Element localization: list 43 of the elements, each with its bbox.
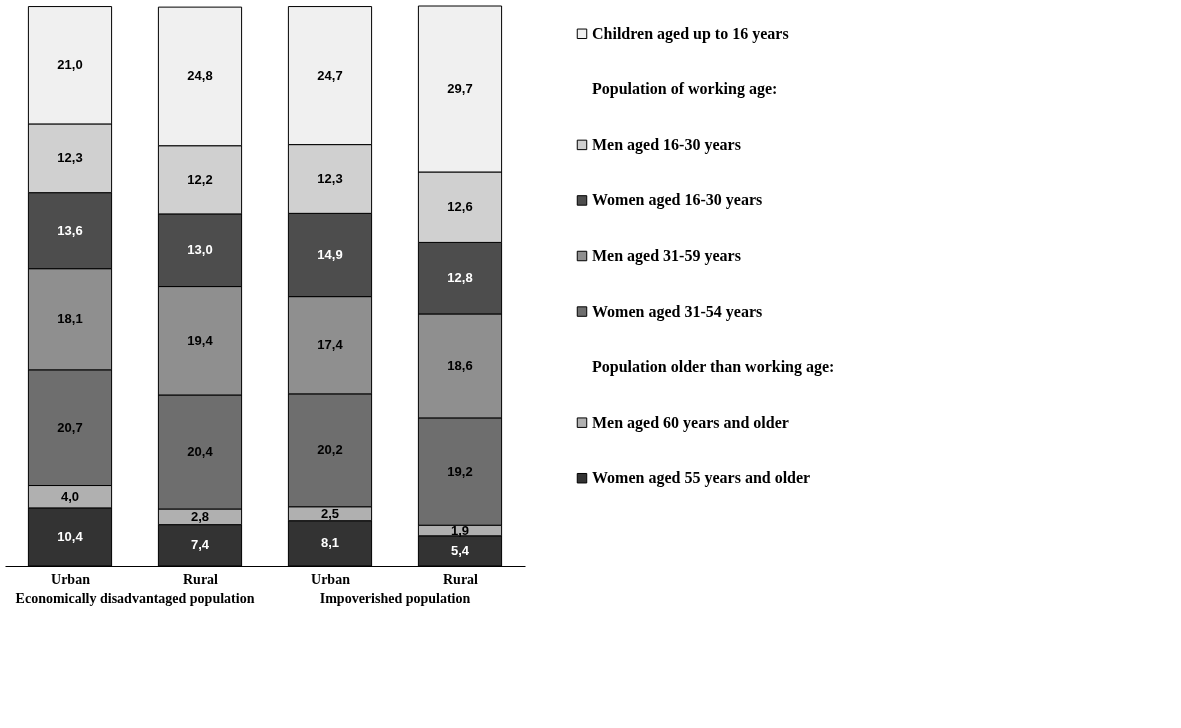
text: Economically disadvantaged population [15,591,255,606]
data-label: 14,9 [317,246,343,262]
legend-label: Women aged 55 years and older [592,469,811,488]
legend-label: Children aged up to 16 years [592,24,789,43]
text: Population of working age: [592,80,778,99]
data-label: 12,3 [317,170,343,186]
data-label: 29,7 [447,80,473,96]
data-label: 12,6 [447,199,473,215]
legend-label: Men aged 31-59 years [592,247,741,265]
data-label: 24,7 [317,67,343,83]
data-label: 20,2 [317,442,343,458]
data-label: 10,4 [57,528,84,544]
data-label: 18,1 [57,311,83,327]
data-label: 17,4 [317,337,344,353]
data-label: 24,8 [187,68,213,84]
data-label: 12,2 [187,171,213,187]
data-label: 21,0 [57,57,83,73]
data-label: 19,2 [447,463,473,479]
data-label: 18,6 [447,357,473,373]
data-label: 5,4 [450,542,470,558]
legend-label: Women aged 16-30 years [592,191,763,210]
data-label: 13,6 [57,222,83,238]
data-label: 12,8 [447,270,473,286]
data-label: 20,7 [57,419,83,435]
text: Impoverished population [319,591,471,606]
data-label: 1,9 [450,522,470,538]
data-label: 7,4 [190,537,210,553]
x-tick-label: Urban [51,571,91,587]
data-label: 20,4 [187,443,214,459]
legend-label: Women aged 31-54 years [592,302,763,321]
text: Population older than working age: [592,358,835,377]
data-label: 8,1 [320,535,340,551]
data-label: 2,5 [320,505,340,521]
x-tick-label: Rural [183,571,219,587]
legend-label: Men aged 16-30 years [592,135,741,154]
data-label: 13,0 [187,242,213,258]
data-label: 2,8 [190,508,210,524]
x-tick-label: Rural [443,571,479,587]
data-label: 19,4 [187,332,214,348]
x-tick-label: Urban [311,571,351,587]
legend-label: Men aged 60 years and older [592,413,789,432]
data-label: 4,0 [60,488,80,504]
data-label: 12,3 [57,150,83,166]
